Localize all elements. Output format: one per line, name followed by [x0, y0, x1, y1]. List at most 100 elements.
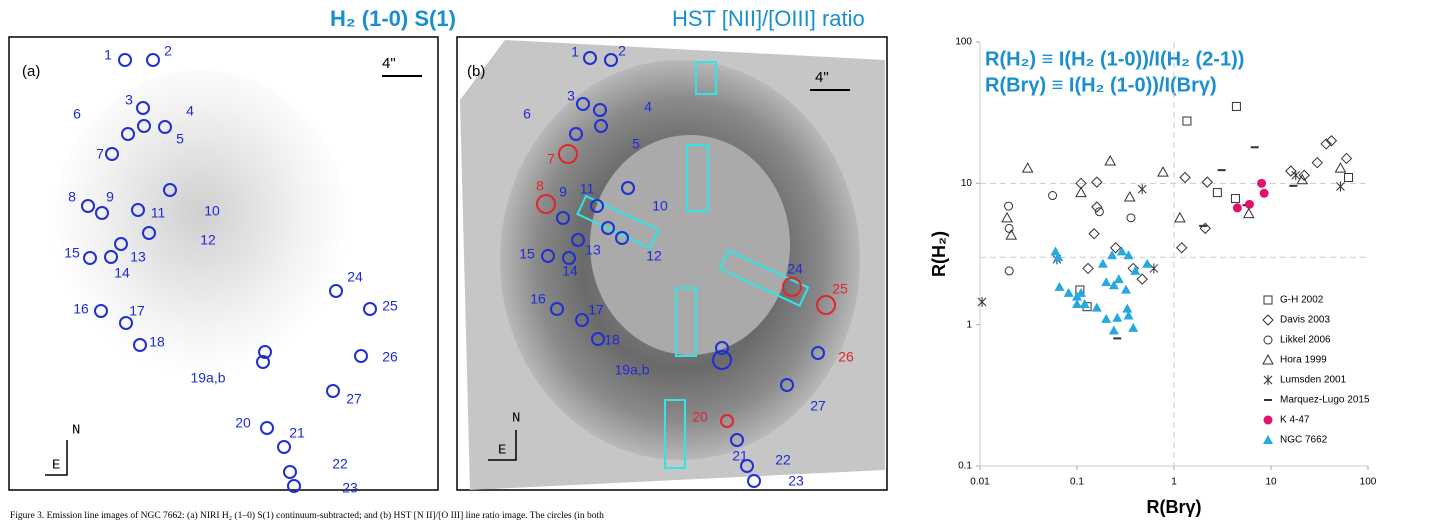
x-tick-label: 0.01 [970, 477, 990, 488]
region-label: 25 [832, 281, 848, 297]
x-tick-label: 10 [1265, 477, 1277, 488]
point [1023, 163, 1033, 172]
region-label: 10 [204, 203, 220, 219]
region-label: 11 [151, 205, 166, 221]
point [1083, 263, 1093, 273]
legend-label: Davis 2003 [1280, 315, 1330, 326]
point [1105, 156, 1115, 165]
point [1142, 259, 1152, 268]
point [1005, 202, 1013, 210]
region-label: 26 [382, 349, 398, 365]
legend-label: Hora 1999 [1280, 355, 1327, 366]
point [1089, 229, 1099, 239]
point [1101, 277, 1111, 286]
region-label: 20 [692, 409, 708, 425]
legend-label: Marquez-Lugo 2015 [1280, 395, 1370, 406]
point [1213, 189, 1221, 197]
region-label: 5 [632, 136, 640, 152]
region-label: 27 [346, 391, 362, 407]
point [1127, 214, 1135, 222]
panel-a-emission [50, 70, 350, 390]
point [1122, 304, 1132, 313]
point [1150, 263, 1158, 273]
panel-a-tag: (a) [22, 63, 40, 80]
point [1064, 288, 1074, 297]
region-label: 26 [838, 349, 854, 365]
region-label: 17 [588, 302, 604, 318]
point [1264, 375, 1272, 385]
region-label: 13 [130, 249, 146, 265]
point [1335, 163, 1345, 172]
point [1263, 435, 1273, 444]
region-label: 9 [559, 184, 567, 200]
region-label: 19a,b [614, 362, 649, 378]
y-axis-label: R(H₂) [929, 231, 949, 277]
region-label: 4 [644, 99, 652, 115]
point [1101, 314, 1111, 323]
region-label: 6 [523, 106, 531, 122]
point [1257, 179, 1266, 188]
region-label: 21 [732, 448, 748, 464]
panel-b-tag: (b) [467, 63, 485, 80]
region-label: 6 [73, 106, 81, 122]
x-axis-label: R(Brγ) [1146, 497, 1201, 517]
y-tick-label: 100 [955, 37, 972, 48]
region-label: 10 [652, 198, 668, 214]
y-tick-label: 0.1 [958, 461, 972, 472]
point [1112, 313, 1122, 322]
region-label: 7 [547, 151, 555, 167]
region-label: 2 [164, 43, 172, 59]
figure: H₂ (1-0) S(1) HST [NII]/[OIII] ratio (a)… [0, 0, 1435, 524]
east: E [52, 458, 60, 474]
scale-label: 4" [815, 69, 829, 86]
x-tick-label: 0.1 [1070, 477, 1084, 488]
scale-label: 4" [382, 55, 396, 72]
region-label: 13 [585, 242, 601, 258]
region-label: 18 [149, 334, 165, 350]
point [1054, 282, 1064, 291]
point [1263, 355, 1273, 364]
point [1264, 336, 1272, 344]
point [1114, 274, 1124, 283]
region-label: 20 [235, 415, 251, 431]
region-label: 22 [332, 456, 348, 472]
point [1231, 195, 1239, 203]
legend-label: G-H 2002 [1280, 295, 1324, 306]
point [1137, 274, 1147, 284]
region-label: 22 [775, 452, 791, 468]
panel-b-title: HST [NII]/[OIII] ratio [672, 6, 865, 31]
point [1263, 315, 1273, 325]
region-label: 14 [562, 263, 578, 279]
region-label: 12 [646, 248, 662, 264]
y-tick-label: 1 [966, 319, 972, 330]
point [1128, 323, 1138, 332]
region-label: 12 [200, 232, 216, 248]
point [1117, 246, 1127, 255]
region-label: 3 [125, 92, 133, 108]
region-label: 23 [342, 480, 358, 496]
point [1341, 153, 1351, 163]
region-label: 16 [530, 291, 546, 307]
region-label: 27 [810, 398, 826, 414]
region-label: 3 [567, 88, 575, 104]
point [1002, 213, 1012, 222]
point [1092, 303, 1102, 312]
page: {"figure": { "panel_a": {"title": "H₂ (1… [0, 0, 1435, 529]
point [1312, 158, 1322, 168]
point [1107, 250, 1117, 259]
region-label: 21 [289, 425, 305, 441]
region-label: 8 [68, 189, 76, 205]
region-label: 19a,b [190, 370, 225, 386]
point [1336, 181, 1344, 191]
point [1264, 416, 1273, 425]
point [1092, 177, 1102, 187]
region-label: 24 [347, 269, 363, 285]
point [1183, 117, 1191, 125]
region-label: 7 [96, 146, 104, 162]
legend-label: NGC 7662 [1280, 435, 1328, 446]
region-label: 23 [788, 473, 804, 489]
region-label: 1 [104, 47, 112, 63]
point [1049, 192, 1057, 200]
east: E [498, 443, 506, 459]
point [978, 297, 986, 307]
